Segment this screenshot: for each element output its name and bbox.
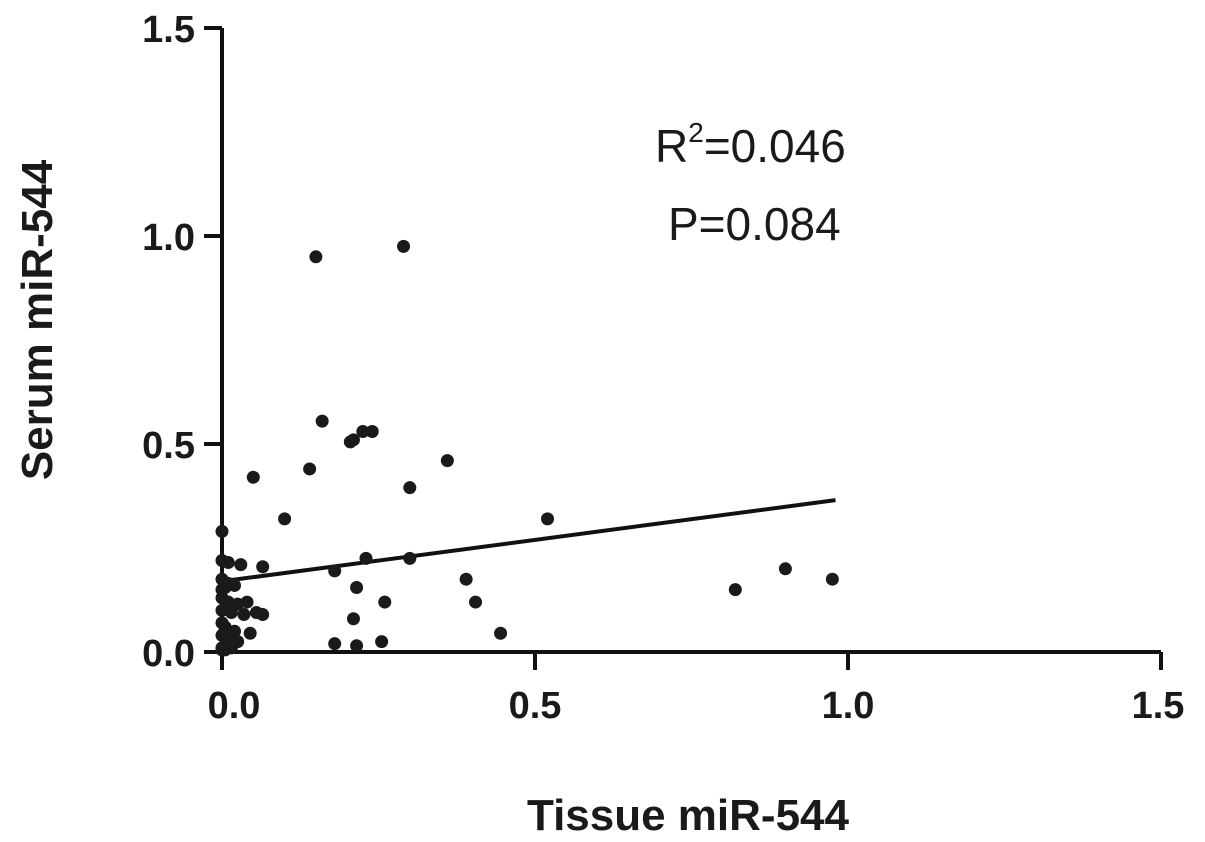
data-point [328, 564, 342, 578]
data-point [403, 551, 417, 565]
data-point [240, 595, 254, 609]
y-tick-label: 0.0 [142, 633, 195, 675]
data-point [215, 524, 229, 538]
data-point [403, 481, 417, 495]
data-point [234, 558, 248, 572]
data-point [440, 454, 454, 468]
data-point [375, 635, 389, 649]
y-tick-label: 1.0 [142, 217, 195, 259]
data-point [350, 581, 364, 595]
data-point [256, 560, 270, 574]
x-tick-label: 0.5 [509, 685, 562, 727]
data-point [494, 626, 508, 640]
regression-line [221, 498, 836, 584]
y-tick-label: 1.5 [142, 9, 195, 51]
x-axis-title: Tissue miR-544 [527, 791, 850, 840]
data-point [256, 608, 270, 622]
data-point [328, 637, 342, 651]
data-point [350, 639, 364, 653]
data-point [246, 470, 260, 484]
data-point [346, 433, 360, 447]
data-point [243, 626, 257, 640]
data-point [825, 572, 839, 586]
data-point [378, 595, 392, 609]
y-tick-label: 0.5 [142, 425, 195, 467]
data-point [237, 608, 251, 622]
data-point [224, 605, 238, 619]
data-point [215, 583, 229, 597]
x-tick-label: 1.0 [822, 685, 875, 727]
x-tick-label: 0.0 [208, 685, 261, 727]
data-point [215, 643, 229, 657]
data-point [218, 622, 232, 636]
data-point [315, 414, 329, 428]
data-point [541, 512, 555, 526]
data-points [215, 239, 839, 657]
data-point [778, 562, 792, 576]
data-point [221, 556, 235, 570]
data-point [359, 551, 373, 565]
data-point [356, 425, 370, 439]
data-point [469, 595, 483, 609]
data-point [459, 572, 473, 586]
data-point [397, 239, 411, 253]
data-point [728, 583, 742, 597]
data-point [309, 250, 323, 264]
p-value-annotation: P=0.084 [668, 198, 841, 250]
x-tick-label: 1.5 [1132, 685, 1185, 727]
data-point [278, 512, 292, 526]
data-point [346, 612, 360, 626]
y-axis-title: Serum miR-544 [13, 159, 62, 480]
data-point [303, 462, 317, 476]
r-squared-annotation: R2=0.046 [655, 117, 846, 172]
data-point [365, 425, 379, 439]
